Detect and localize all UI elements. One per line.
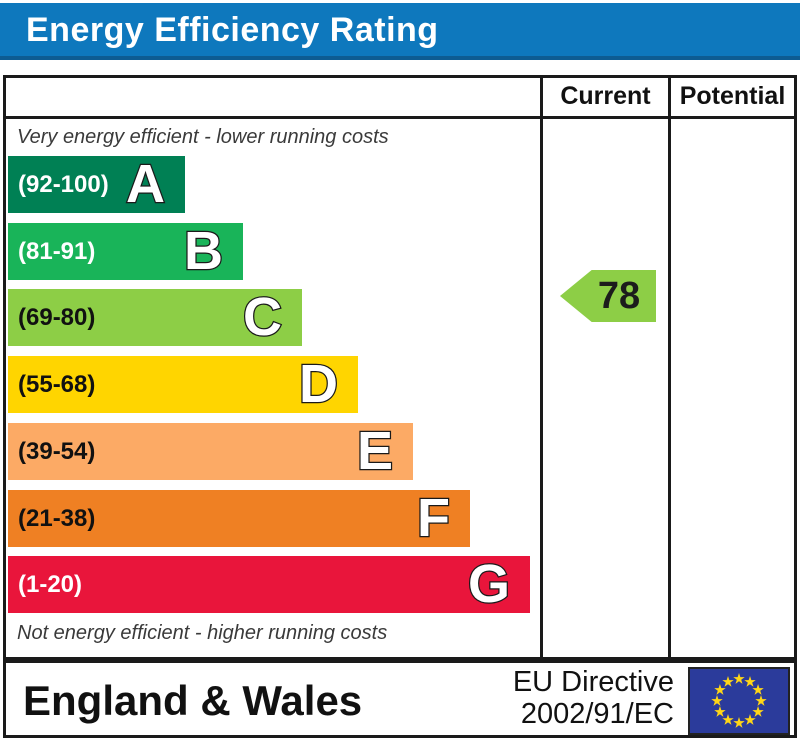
band-range-label: (21-38)	[18, 504, 96, 532]
band-row-b: (81-91) B	[8, 221, 243, 281]
top-caption: Very energy efficient - lower running co…	[17, 126, 389, 148]
band-row-e: (39-54) E	[8, 421, 413, 481]
band-row-c: (69-80) C	[8, 287, 302, 347]
eu-directive-line1: EU Directive	[512, 666, 674, 698]
band-letter: A	[125, 154, 167, 214]
band-range-label: (55-68)	[18, 370, 96, 398]
footer-bar	[3, 660, 797, 738]
title-bar: Energy Efficiency Rating	[0, 3, 800, 60]
band-letter: B	[183, 221, 225, 281]
current-column-header: Current	[560, 82, 651, 110]
potential-column-header: Potential	[679, 82, 786, 110]
region-label: England & Wales	[23, 677, 363, 724]
band-range-label: (81-91)	[18, 237, 96, 265]
band-range-label: (39-54)	[18, 437, 96, 465]
header-divider	[3, 116, 797, 119]
chart-current-divider	[540, 75, 543, 660]
band-row-f: (21-38) F	[8, 488, 470, 548]
band-letter: G	[467, 554, 512, 614]
band-letter: E	[356, 421, 395, 481]
band-letter: D	[298, 354, 340, 414]
eu-flag-icon	[688, 667, 790, 735]
band-row-g: (1-20) G	[8, 554, 530, 614]
band-row-a: (92-100) A	[8, 154, 185, 214]
page-title: Energy Efficiency Rating	[26, 11, 439, 49]
bottom-caption: Not energy efficient - higher running co…	[17, 622, 388, 644]
band-range-label: (69-80)	[18, 303, 96, 331]
current-rating-value: 78	[597, 274, 641, 317]
band-letter: F	[416, 488, 452, 548]
current-potential-divider	[668, 75, 671, 660]
eu-directive-label: EU Directive 2002/91/EC	[490, 666, 674, 730]
band-range-label: (1-20)	[18, 570, 83, 598]
band-letter: C	[242, 287, 284, 347]
band-list: (92-100) A (81-91) B (69-80) C (55-68) D (39-54)…	[8, 154, 538, 616]
band-row-d: (55-68) D	[8, 354, 358, 414]
band-range-label: (92-100)	[18, 170, 109, 198]
eu-directive-line2: 2002/91/EC	[520, 698, 674, 730]
